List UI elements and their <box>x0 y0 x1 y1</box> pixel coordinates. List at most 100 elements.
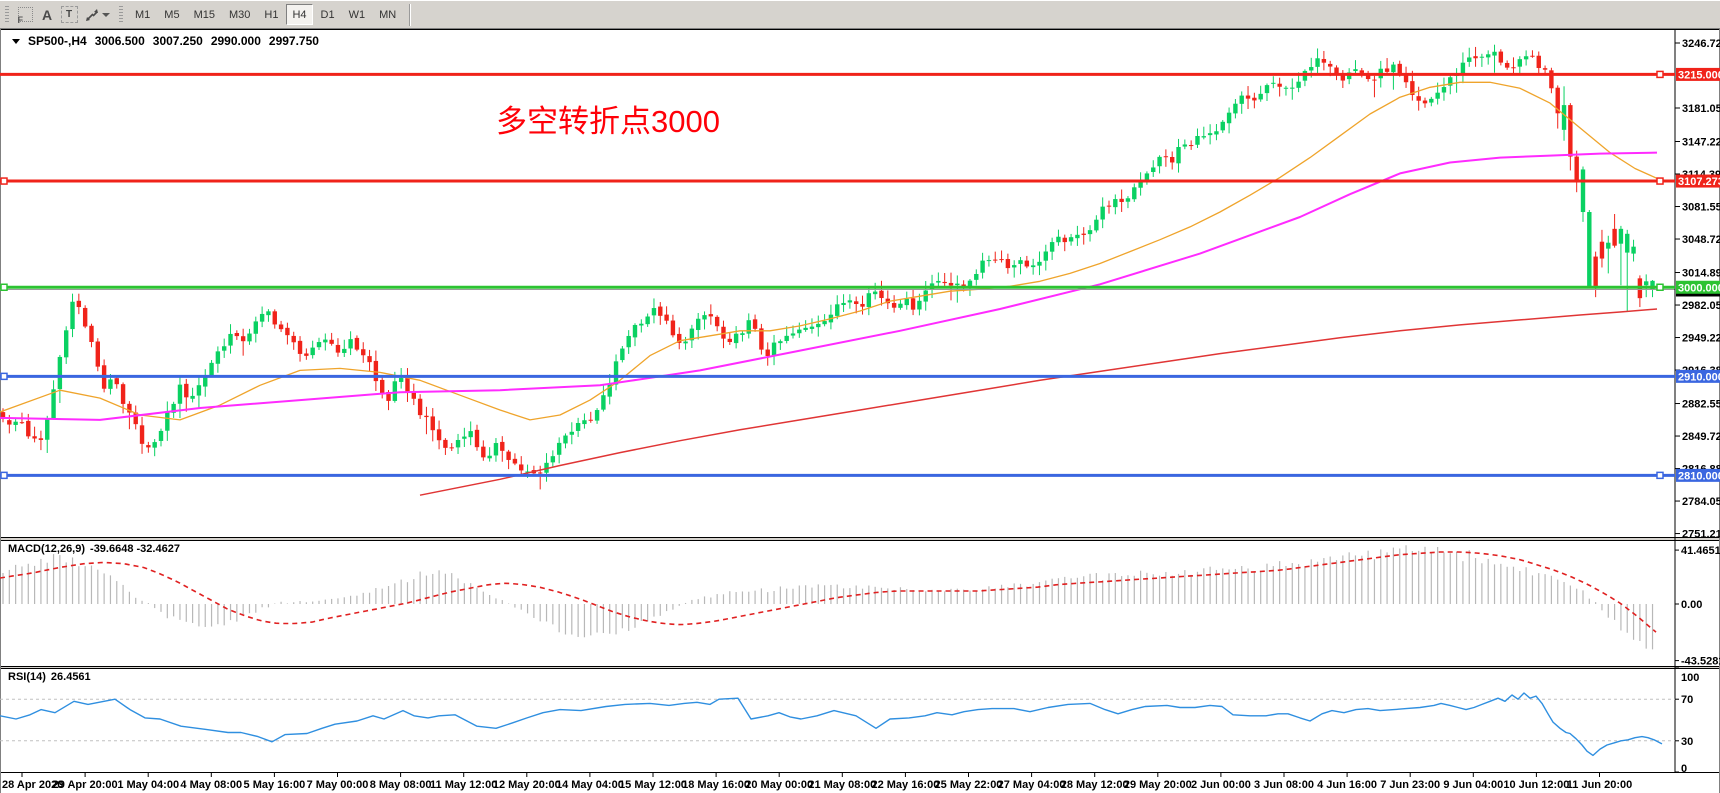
y-axis-label: 3246.725 <box>1682 38 1720 50</box>
y-axis-label: 3014.890 <box>1682 268 1720 280</box>
timeframe-button-m1[interactable]: M1 <box>129 4 157 25</box>
time-axis-label: 29 May 20:00 <box>1124 779 1192 791</box>
hline-price-label: 3107.273 <box>1678 176 1720 188</box>
time-axis-label: 5 May 16:00 <box>244 779 306 791</box>
y-axis-label: 2849.720 <box>1682 431 1720 443</box>
time-axis-label: 1 May 04:00 <box>117 779 179 791</box>
macd-name: MACD(12,26,9) <box>8 543 86 555</box>
hline-3215.000[interactable]: 3215.000 <box>0 67 1720 82</box>
time-axis-label: 18 May 16:00 <box>682 779 750 791</box>
rsi-name: RSI(14) <box>8 671 46 683</box>
toolbar-grip[interactable] <box>5 5 9 24</box>
line-handle[interactable] <box>0 372 8 381</box>
y-axis-label: 2982.055 <box>1682 300 1720 312</box>
rsi-value: 26.4561 <box>50 671 91 683</box>
line-handle[interactable] <box>1656 471 1664 480</box>
time-axis-label: 28 Apr 2020 <box>2 779 63 791</box>
time-axis-label: 14 May 04:00 <box>556 779 624 791</box>
ohlc-open: 3006.500 <box>94 34 145 48</box>
toolbar-separator <box>409 3 411 26</box>
hline-2810.000[interactable]: 2810.000 <box>0 468 1720 483</box>
diagonal-arrows-icon <box>86 8 98 21</box>
hline-3107.273[interactable]: 3107.273 <box>0 174 1720 189</box>
time-axis-label: 11 May 12:00 <box>430 779 497 791</box>
y-axis-label: 3147.225 <box>1682 137 1720 149</box>
hline-2910.000[interactable]: 2910.000 <box>0 369 1720 384</box>
time-axis-label: 20 May 00:00 <box>745 779 813 791</box>
time-axis-label: 21 May 08:00 <box>808 779 876 791</box>
time-axis-label: 2 Jun 00:00 <box>1191 779 1251 791</box>
rsi-axis-label: 0 <box>1681 763 1687 775</box>
chevron-down-icon[interactable] <box>102 12 110 17</box>
rsi-axis-label: 30 <box>1681 736 1693 748</box>
y-axis-label: 3048.720 <box>1682 234 1720 246</box>
ohlc-low: 2990.000 <box>210 34 261 48</box>
collapse-triangle-icon[interactable] <box>12 38 20 44</box>
time-axis-label: 22 May 16:00 <box>871 779 939 791</box>
text-box-icon[interactable]: T <box>58 4 80 26</box>
hline-price-label: 3215.000 <box>1678 69 1720 81</box>
timeframe-button-m15[interactable]: M15 <box>187 4 221 25</box>
hline-3000.000[interactable]: 3000.000 <box>0 280 1720 295</box>
time-axis-label: 10 Jun 12:00 <box>1503 779 1569 791</box>
toolbar-grip[interactable] <box>119 5 123 24</box>
timeframe-button-w1[interactable]: W1 <box>342 4 372 25</box>
timeframe-toolbar: M1 M5 M15 M30 H1 H4 D1 W1 MN <box>128 0 403 29</box>
line-handle[interactable] <box>1656 177 1664 185</box>
time-axis-label: 27 May 04:00 <box>998 779 1066 791</box>
time-axis-label: 15 May 12:00 <box>619 779 687 791</box>
line-handle[interactable] <box>1656 70 1664 79</box>
timeframe-button-d1[interactable]: D1 <box>314 4 341 25</box>
time-axis-label: 8 May 08:00 <box>370 779 432 791</box>
line-handle[interactable] <box>0 471 8 480</box>
time-axis-label: 7 Jun 23:00 <box>1380 779 1440 791</box>
line-handle[interactable] <box>0 177 8 185</box>
candles-layer <box>0 44 1655 490</box>
line-handle[interactable] <box>0 283 8 292</box>
toolbar: F A T M1 M5 M15 M30 H1 H4 D1 W1 MN <box>0 0 1720 29</box>
chart-text-annotation[interactable]: 多空转折点3000 <box>496 104 720 139</box>
line-handle[interactable] <box>1656 283 1664 292</box>
y-axis-label: 3081.555 <box>1682 202 1720 214</box>
hline-price-label: 2810.000 <box>1678 470 1720 482</box>
time-axis-label: 9 Jun 04:00 <box>1443 779 1503 791</box>
ma-mid-line <box>0 151 1658 421</box>
timeframe-button-mn[interactable]: MN <box>373 4 403 25</box>
rsi-axis[interactable]: 100 70 30 0 <box>1675 667 1699 775</box>
macd-axis-label: 0.00 <box>1681 599 1702 611</box>
timeframe-button-h4[interactable]: H4 <box>286 4 313 25</box>
chart-f-icon[interactable]: F <box>14 4 36 26</box>
macd-axis-label: 41.4651 <box>1681 545 1720 557</box>
ohlc-close: 2997.750 <box>268 34 319 48</box>
time-axis-label: 3 Jun 08:00 <box>1254 779 1314 791</box>
y-axis-label: 2751.215 <box>1682 529 1720 541</box>
rsi-line <box>0 692 1663 757</box>
time-axis-label: 12 May 20:00 <box>493 779 561 791</box>
time-axis-label: 28 May 12:00 <box>1061 779 1129 791</box>
timeframe-button-h1[interactable]: H1 <box>258 4 285 25</box>
time-axis-label: 29 Apr 20:00 <box>53 779 118 791</box>
y-axis-label: 2949.220 <box>1682 333 1720 345</box>
rsi-axis-label: 70 <box>1681 694 1693 706</box>
timeframe-button-m5[interactable]: M5 <box>158 4 186 25</box>
macd-signal-line <box>0 551 1657 633</box>
hline-price-label: 2910.000 <box>1678 371 1720 383</box>
time-axis-label: 7 May 00:00 <box>307 779 369 791</box>
rsi-indicator-label: RSI(14) 26.4561 <box>8 671 96 683</box>
time-axis-label: 4 Jun 16:00 <box>1317 779 1377 791</box>
y-axis-label: 2882.555 <box>1682 399 1720 411</box>
time-axis-label: 25 May 22:00 <box>935 779 1003 791</box>
time-axis-label: 4 May 08:00 <box>180 779 242 791</box>
timeframe-button-m30[interactable]: M30 <box>222 4 257 25</box>
symbol-header[interactable]: SP500-,H4 3006.500 3007.250 2990.000 299… <box>12 34 321 48</box>
text-label-icon[interactable]: A <box>41 6 53 23</box>
price-axis[interactable]: 3246.7253181.0553147.2253114.3903081.555… <box>1674 30 1720 772</box>
ohlc-high: 3007.250 <box>152 34 203 48</box>
arrows-tool-icon[interactable] <box>80 4 114 26</box>
symbol-name: SP500-,H4 <box>28 34 87 48</box>
macd-indicator-label: MACD(12,26,9) -39.6648 -32.4627 <box>8 543 185 555</box>
